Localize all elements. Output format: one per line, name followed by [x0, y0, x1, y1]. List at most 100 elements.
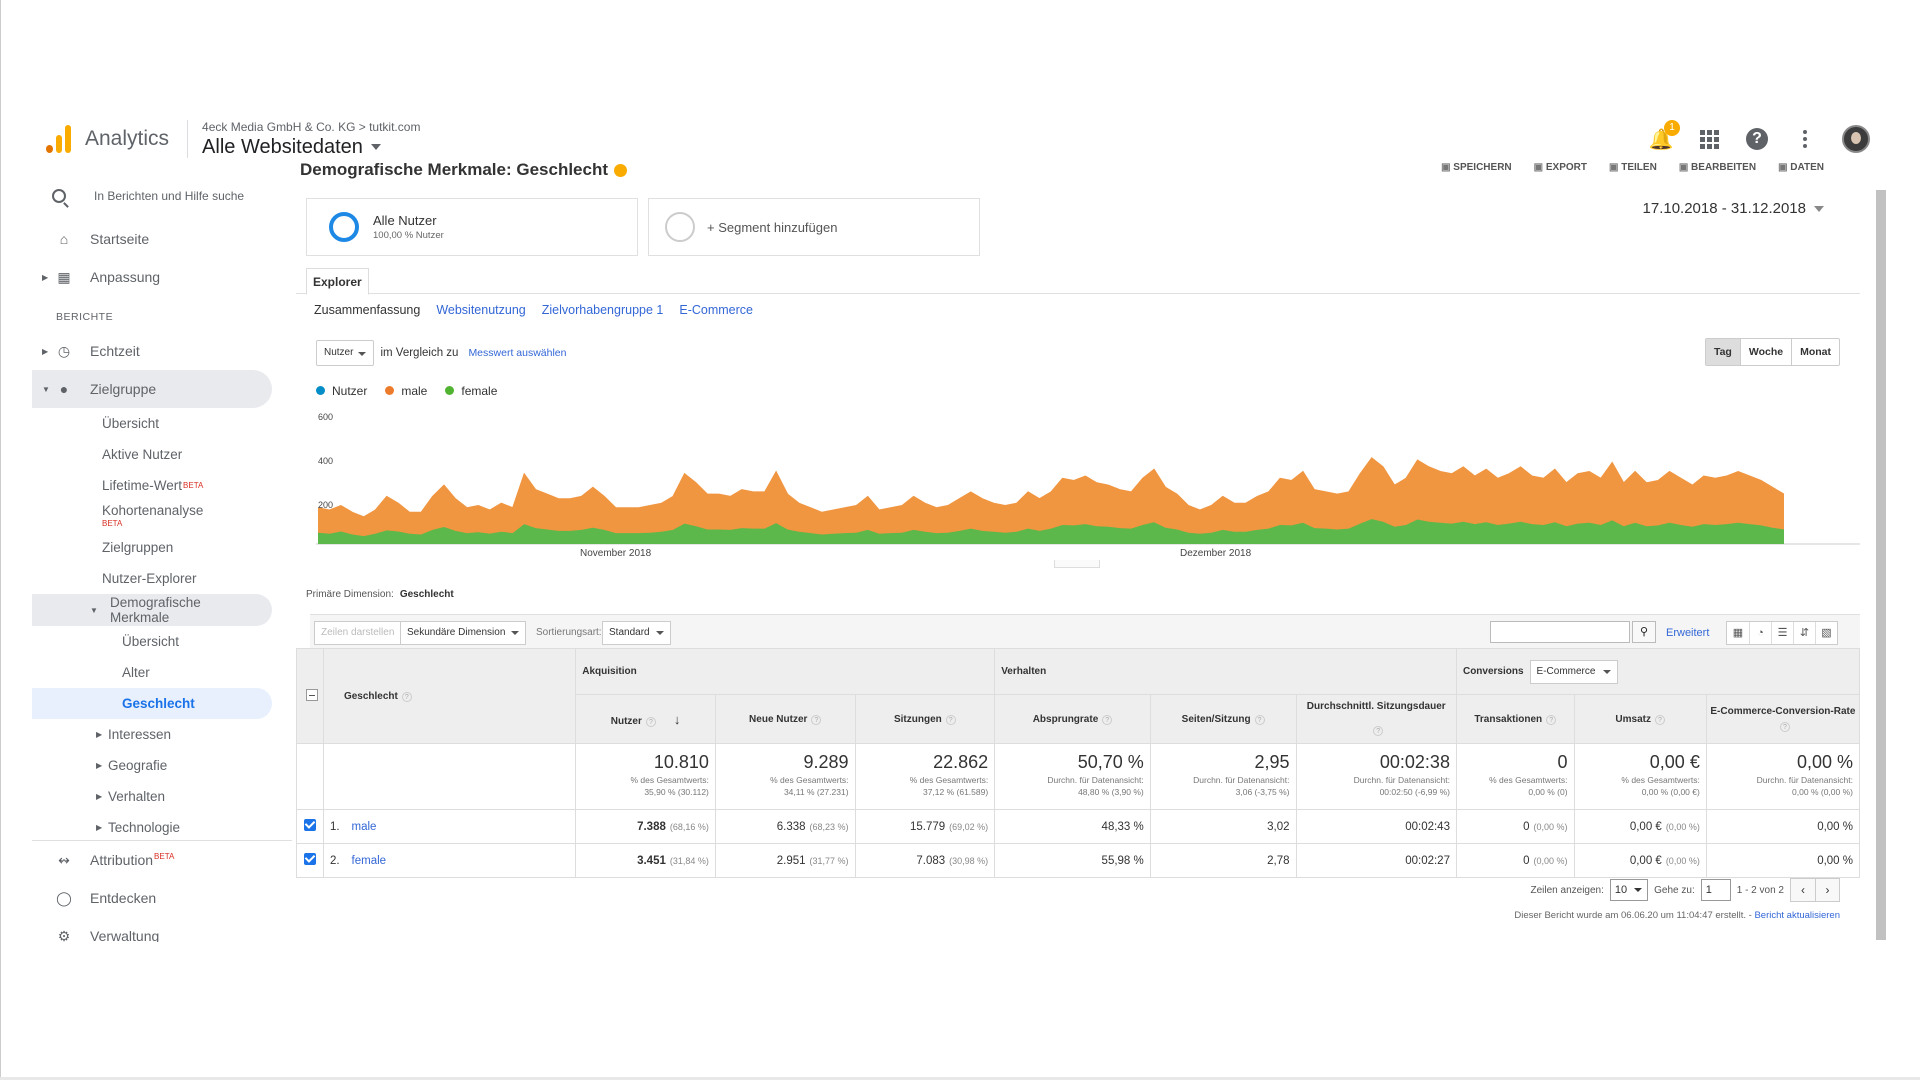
conversions-dropdown[interactable]: E-Commerce — [1529, 659, 1619, 684]
primary-dimension-value[interactable]: Geschlecht — [399, 589, 454, 600]
column-header-conversion-rate[interactable]: E-Commerce-Conversion-Rate? — [1705, 694, 1860, 744]
sidebar-item-home[interactable]: ⌂ Startseite — [32, 220, 292, 258]
sidebar-item-admin[interactable]: ⚙ Verwaltung — [32, 917, 292, 943]
insights-button[interactable]: DATEN — [1778, 162, 1824, 173]
compare-view-icon[interactable]: ⇵ — [1793, 622, 1815, 644]
row-dimension-link[interactable]: female — [351, 854, 387, 867]
bell-icon[interactable]: 🔔 1 — [1649, 120, 1680, 151]
search-icon[interactable]: ⚲ — [1632, 621, 1656, 643]
view-selector[interactable]: Alle Websitedaten — [202, 136, 420, 159]
next-page-icon[interactable]: › — [1815, 879, 1839, 901]
chevron-right-icon: ▶ — [42, 346, 49, 356]
sidebar-item-attribution[interactable]: ↭ AttributionBETA — [32, 841, 292, 879]
share-button[interactable]: TEILEN — [1609, 162, 1657, 173]
sidebar-item-gender[interactable]: Geschlecht — [32, 688, 272, 719]
table-search-input[interactable] — [1490, 621, 1630, 643]
column-header-transactions[interactable]: Transaktionen? — [1455, 694, 1575, 744]
sidebar-item-audience[interactable]: ▼ ● Zielgruppe — [32, 370, 272, 408]
column-header-bounce-rate[interactable]: Absprungrate? — [994, 694, 1151, 744]
person-icon: ● — [59, 381, 69, 397]
help-circle-icon: ? — [1654, 714, 1665, 725]
column-header-pages-session[interactable]: Seiten/Sitzung? — [1149, 694, 1297, 744]
secondary-dimension-dropdown[interactable]: Sekundäre Dimension — [400, 621, 527, 645]
column-header-gender[interactable]: Geschlecht? — [322, 648, 577, 744]
account-selector[interactable]: 4eck Media GmbH & Co. KG > tutkit.com Al… — [202, 120, 420, 159]
group-header-behavior: Verhalten — [994, 648, 1457, 695]
sidebar-item-interests[interactable]: ▶ Interessen — [32, 719, 292, 750]
sidebar-item-age[interactable]: Alter — [122, 665, 150, 680]
sidebar-item-cohort[interactable]: Kohortenanalyse BETA — [32, 501, 292, 532]
table-view-icon[interactable]: ▦ — [1732, 627, 1744, 639]
sort-type-dropdown[interactable]: Standard — [602, 621, 671, 645]
period-month-button[interactable]: Monat — [1791, 339, 1839, 365]
metric-dropdown[interactable]: Nutzer — [316, 340, 375, 366]
date-range-picker[interactable]: 17.10.2018 - 31.12.2018 — [1643, 200, 1824, 217]
column-header-new-users[interactable]: Neue Nutzer? — [714, 694, 856, 744]
rows-per-page-select[interactable]: 10 — [1609, 879, 1649, 901]
sidebar-item-user-explorer[interactable]: Nutzer-Explorer — [102, 571, 197, 586]
table-cell: 0,00 € (0,00 %) — [1573, 809, 1707, 844]
sidebar-item-customization[interactable]: ▶ ▦ Anpassung — [32, 258, 292, 296]
sidebar-item-demographics[interactable]: ▼ Demografische Merkmale — [32, 594, 272, 626]
sidebar-item-discover[interactable]: ◯ Entdecken — [32, 879, 292, 917]
column-header-sessions[interactable]: Sitzungen? — [854, 694, 996, 744]
legend-item-nutzer[interactable]: Nutzer — [316, 384, 367, 398]
subtab-site-usage[interactable]: Websitenutzung — [436, 303, 526, 317]
sidebar-item-lifetime-value[interactable]: Lifetime-Wert BETA — [32, 470, 292, 501]
sidebar-item-audience-overview[interactable]: Übersicht — [102, 416, 160, 431]
save-button[interactable]: SPEICHERN — [1441, 162, 1511, 173]
period-week-button[interactable]: Woche — [1739, 339, 1791, 365]
help-icon[interactable]: ? — [1746, 128, 1768, 150]
export-button[interactable]: EXPORT — [1534, 162, 1587, 173]
sidebar-item-geo[interactable]: ▶ Geografie — [32, 750, 292, 781]
main-scrollbar[interactable] — [1876, 190, 1886, 940]
subtab-summary[interactable]: Zusammenfassung — [314, 303, 421, 317]
period-day-button[interactable]: Tag — [1705, 339, 1740, 365]
help-circle-icon: ? — [945, 714, 956, 725]
column-header-users[interactable]: Nutzer? ↓ — [575, 694, 716, 744]
cell-percent: (69,02 %) — [949, 821, 989, 832]
goto-page-input[interactable]: 1 — [1700, 879, 1731, 901]
advanced-filter-link[interactable]: Erweitert — [1666, 627, 1710, 639]
chart-collapse-handle[interactable] — [1054, 560, 1100, 568]
sidebar-item-behavior[interactable]: ▶ Verhalten — [32, 781, 292, 812]
select-metric-link[interactable]: Messwert auswählen — [468, 347, 567, 359]
pivot-view-icon[interactable]: ▧ — [1815, 622, 1837, 644]
sidebar-item-demo-overview[interactable]: Übersicht — [122, 634, 180, 649]
sidebar-item-active-users[interactable]: Aktive Nutzer — [102, 447, 183, 462]
bar-view-icon[interactable]: ☰ — [1771, 622, 1793, 644]
column-header-avg-duration[interactable]: Durchschnittl. Sitzungsdauer? — [1295, 694, 1457, 744]
plot-rows-button[interactable]: Zeilen darstellen — [314, 621, 402, 645]
table-row[interactable]: 1. male 7.388 (68,16 %) 6.338 (68,23 %) 15.77… — [296, 809, 1860, 844]
sidebar-item-technology[interactable]: ▶ Technologie — [32, 812, 292, 843]
sidebar-item-realtime[interactable]: ▶ ◷ Echtzeit — [32, 332, 292, 370]
add-segment-button[interactable]: + Segment hinzufügen — [648, 198, 980, 256]
sidebar-item-audiences[interactable]: Zielgruppen — [102, 540, 174, 555]
legend-item-male[interactable]: male — [385, 384, 427, 398]
search-placeholder: In Berichten und Hilfe suche — [94, 189, 245, 203]
select-all-checkbox[interactable] — [296, 648, 324, 744]
row-dimension-link[interactable]: male — [351, 820, 377, 833]
row-checkbox[interactable] — [296, 809, 324, 844]
row-checkbox[interactable] — [296, 843, 324, 878]
more-vert-icon[interactable] — [1794, 128, 1816, 150]
edit-button[interactable]: BEARBEITEN — [1679, 162, 1756, 173]
analytics-logo-icon[interactable] — [46, 125, 71, 153]
notification-badge: 1 — [1664, 120, 1680, 136]
avatar[interactable] — [1842, 125, 1870, 153]
prev-page-icon[interactable]: ‹ — [1791, 879, 1815, 901]
table-toolbar: Zeilen darstellen Sekundäre Dimension So… — [310, 614, 1860, 648]
pie-view-icon[interactable]: ◔ — [1749, 622, 1771, 644]
table-row[interactable]: 2. female 3.451 (31,84 %) 2.951 (31,77 %) 7.0… — [296, 843, 1860, 878]
column-header-revenue[interactable]: Umsatz? — [1573, 694, 1707, 744]
refresh-report-link[interactable]: Bericht aktualisieren — [1754, 910, 1840, 921]
apps-grid-icon[interactable] — [1698, 128, 1720, 150]
tab-explorer[interactable]: Explorer — [306, 268, 369, 295]
totals-value: 0,00 % — [1796, 752, 1853, 772]
help-circle-icon: ? — [1373, 726, 1384, 736]
legend-item-female[interactable]: female — [445, 384, 497, 398]
subtab-ecommerce[interactable]: E-Commerce — [679, 303, 753, 317]
sidebar-search[interactable]: In Berichten und Hilfe suche — [32, 172, 292, 220]
subtab-goal-set[interactable]: Zielvorhabengruppe 1 — [541, 303, 664, 317]
segment-all-users[interactable]: Alle Nutzer 100,00 % Nutzer — [306, 198, 638, 256]
